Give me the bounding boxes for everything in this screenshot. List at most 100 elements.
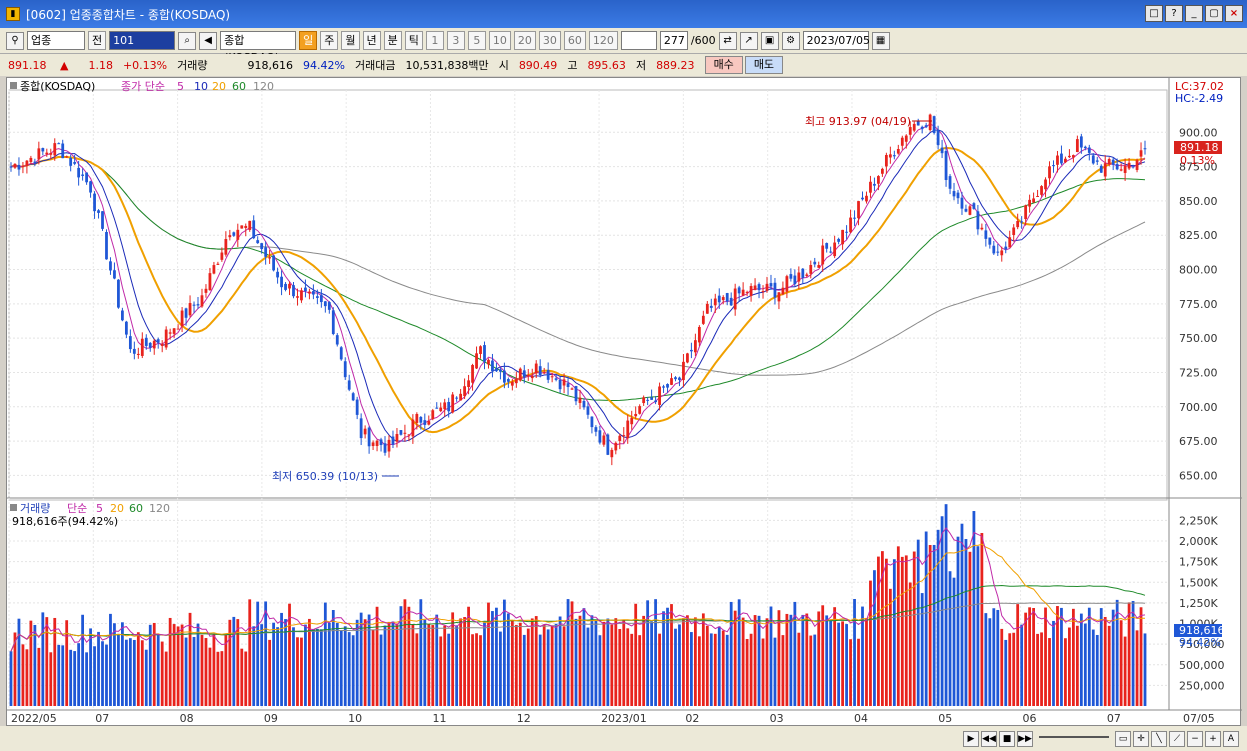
interval-20-button[interactable]: 20 bbox=[513, 31, 536, 50]
indicator-icon[interactable]: ↗ bbox=[739, 31, 758, 50]
settings-icon[interactable]: ⚙ bbox=[781, 31, 800, 50]
calendar-icon[interactable]: ▦ bbox=[871, 31, 890, 50]
volume-bar bbox=[304, 624, 307, 706]
zoom-in-icon[interactable]: + bbox=[1205, 730, 1221, 747]
candle bbox=[355, 396, 359, 420]
zoom-out-icon[interactable]: − bbox=[1187, 730, 1203, 747]
rewind-icon[interactable]: ◀◀ bbox=[981, 730, 997, 747]
zoom-slider[interactable] bbox=[1039, 735, 1109, 742]
volume-bar bbox=[686, 615, 689, 706]
volume-bar bbox=[399, 606, 403, 706]
minimize-button[interactable]: _ bbox=[1185, 5, 1203, 22]
interval-10-button[interactable]: 10 bbox=[488, 31, 511, 50]
market-select[interactable]: 업종 bbox=[27, 31, 85, 50]
auto-scale-icon[interactable]: A bbox=[1223, 730, 1239, 747]
volume-bar bbox=[968, 551, 972, 706]
volume-bar bbox=[160, 641, 164, 706]
volume-bar bbox=[865, 617, 868, 706]
volume-bar bbox=[729, 601, 733, 706]
restore-layout-button[interactable]: □ bbox=[1145, 5, 1163, 22]
save-icon[interactable]: ▣ bbox=[760, 31, 779, 50]
up-arrow-icon: ▲ bbox=[60, 58, 69, 72]
candle bbox=[335, 333, 339, 347]
candle bbox=[25, 159, 29, 174]
lock-icon[interactable]: ⚲ bbox=[6, 31, 24, 50]
stop-icon[interactable]: ■ bbox=[999, 730, 1015, 747]
period-minute-button[interactable]: 분 bbox=[383, 31, 402, 50]
volume-bar bbox=[1079, 613, 1083, 706]
volume-bar bbox=[1028, 607, 1032, 706]
chart-type-icon[interactable]: ▭ bbox=[1115, 730, 1131, 747]
volume-bar bbox=[105, 644, 108, 706]
volume-tick-label: 2,250K bbox=[1179, 514, 1218, 527]
buy-button[interactable]: 매수 bbox=[704, 56, 743, 74]
candle bbox=[117, 279, 120, 309]
chart-area[interactable]: 900.00 875.00 850.00 825.00 800.00 775.00 750.… bbox=[6, 77, 1242, 727]
period-week-button[interactable]: 주 bbox=[320, 31, 339, 50]
chart-svg[interactable]: 900.00 875.00 850.00 825.00 800.00 775.00 750.… bbox=[7, 78, 1242, 727]
candle bbox=[439, 402, 443, 413]
period-tick-button[interactable]: 틱 bbox=[404, 31, 423, 50]
interval-30-button[interactable]: 30 bbox=[538, 31, 561, 50]
volume-bar bbox=[367, 614, 371, 706]
candle bbox=[391, 430, 395, 449]
interval-1-button[interactable]: 1 bbox=[425, 31, 444, 50]
candle bbox=[546, 362, 550, 384]
moving-average-lines bbox=[10, 123, 1146, 446]
volume-bar bbox=[371, 629, 375, 706]
candle bbox=[164, 326, 168, 350]
date-input[interactable]: 2023/07/05 bbox=[802, 31, 870, 50]
candle bbox=[602, 432, 606, 447]
sell-button[interactable]: 매도 bbox=[744, 56, 784, 74]
volume-bar bbox=[25, 649, 29, 706]
volume-bar bbox=[813, 634, 817, 706]
candle bbox=[97, 209, 100, 219]
scope-button[interactable]: 전 bbox=[88, 31, 107, 50]
price-legend: 종합(KOSDAQ) 종가 단순 5 10 20 60 120 LC:37.02… bbox=[10, 80, 1224, 105]
interval-dropdown[interactable] bbox=[620, 31, 657, 50]
candle bbox=[733, 283, 737, 316]
maximize-button[interactable]: ▢ bbox=[1205, 5, 1223, 22]
compare-icon[interactable]: ⇄ bbox=[718, 31, 737, 50]
interval-3-button[interactable]: 3 bbox=[446, 31, 465, 50]
volume-legend-ma20: 20 bbox=[110, 502, 124, 515]
search-icon[interactable]: ⌕ bbox=[178, 31, 197, 50]
line-tool-icon[interactable]: ╲ bbox=[1151, 730, 1167, 747]
candle bbox=[682, 353, 685, 388]
volume-bar bbox=[65, 620, 69, 706]
crosshair-icon[interactable]: ✛ bbox=[1133, 730, 1149, 747]
volume-bar bbox=[948, 571, 952, 706]
count-input[interactable]: 277 bbox=[659, 31, 688, 50]
play-icon[interactable]: ▶ bbox=[963, 730, 979, 747]
interval-120-button[interactable]: 120 bbox=[588, 31, 618, 50]
speaker-icon[interactable]: ◀ bbox=[199, 31, 218, 50]
trend-tool-icon[interactable]: ⟋ bbox=[1169, 730, 1185, 747]
interval-60-button[interactable]: 60 bbox=[563, 31, 586, 50]
volume-bar bbox=[980, 533, 984, 706]
candle bbox=[705, 301, 709, 314]
candle bbox=[268, 249, 272, 264]
period-day-button[interactable]: 일 bbox=[299, 31, 318, 50]
volume-bar bbox=[300, 637, 303, 706]
period-year-button[interactable]: 년 bbox=[362, 31, 381, 50]
volume-bar bbox=[765, 618, 769, 706]
low-annotation: 최저 650.39 (10/13) bbox=[272, 470, 378, 483]
period-month-button[interactable]: 월 bbox=[341, 31, 360, 50]
x-tick-label: 06 bbox=[1023, 712, 1037, 725]
interval-5-button[interactable]: 5 bbox=[467, 31, 486, 50]
volume-bar bbox=[578, 615, 582, 706]
volume-bar bbox=[690, 632, 693, 706]
app-icon: ▮ bbox=[6, 7, 20, 21]
volume-bar bbox=[77, 643, 81, 706]
volume-bar bbox=[554, 623, 558, 706]
help-button[interactable]: ? bbox=[1165, 5, 1183, 22]
fast-forward-icon[interactable]: ▶▶ bbox=[1017, 730, 1033, 747]
candle bbox=[530, 368, 534, 383]
candle bbox=[920, 125, 924, 134]
volume-bar bbox=[618, 629, 622, 706]
candle bbox=[944, 145, 948, 187]
close-button[interactable]: × bbox=[1225, 5, 1243, 22]
volume-bar bbox=[733, 610, 737, 706]
candle bbox=[351, 391, 355, 402]
code-input[interactable]: 101 bbox=[109, 31, 176, 50]
